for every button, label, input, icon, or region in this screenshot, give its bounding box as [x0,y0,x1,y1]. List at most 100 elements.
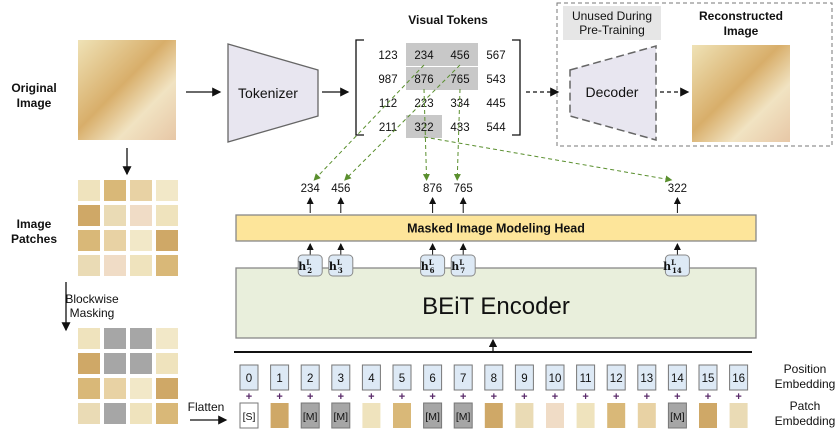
beit-encoder [235,267,757,339]
visual-token: 433 [450,122,469,134]
position-index: 2 [307,373,313,385]
position-embedding-box [423,364,443,391]
masked-patch [130,353,152,374]
predicted-token: 234 [301,183,321,195]
patch-embedding [546,403,564,428]
position-embedding-box [729,364,749,391]
plus-sign: + [368,391,374,403]
position-index: 13 [640,373,653,385]
original-image-label: Original Image [11,81,56,110]
token-highlight [442,43,478,66]
image-patch [104,230,126,251]
image-patch [78,353,100,374]
position-embedding-box [361,364,381,391]
beit-encoder-label: BEiT Encoder [422,293,570,320]
position-embedding-label: Position Embedding [775,362,836,391]
hidden-state-box [450,254,476,277]
hidden-state-label: hL 2 [298,258,312,275]
token-link-arrow [453,88,461,181]
mask-token-patch [331,402,351,429]
token-highlight [406,115,442,138]
patch-embedding [729,403,748,428]
visual-token: 234 [414,50,434,62]
plus-sign: + [338,391,344,403]
visual-token: 544 [486,122,506,134]
mask-token-patch [423,402,443,429]
unused-note [563,6,661,40]
position-index: 1 [276,373,282,385]
visual-token: 211 [379,122,397,134]
position-index: 5 [399,373,405,385]
position-embedding-box [606,364,626,391]
masked-patch [104,328,126,349]
image-patches-label: Image Patches [11,217,57,246]
patch-token-label: [M] [425,411,440,423]
image-patch [156,353,178,374]
left-bracket [355,39,364,136]
image-patch [156,378,178,399]
visual-token: 445 [486,98,505,110]
token-highlight [406,67,442,90]
tokenizer-label: Tokenizer [238,85,298,101]
token-link-arrow [313,64,425,181]
flatten-label: Flatten [188,400,225,414]
position-embedding-box [576,364,596,391]
position-index: 15 [702,373,715,385]
patch-token-label: [M] [456,411,471,423]
position-embedding-box [300,364,320,391]
patch-token-label: [M] [303,411,318,423]
image-patch [78,403,100,424]
plus-sign: + [460,391,466,403]
position-embedding-box [484,364,504,391]
reconstructed-image [692,45,790,142]
right-bracket [512,39,521,136]
image-patch [78,180,100,201]
token-link-arrow [344,64,461,181]
special-token-patch [239,402,259,429]
visual-token: 567 [486,50,505,62]
position-index: 7 [460,373,466,385]
predictions: hL 2 234 hL 3 456 hL 6 876 hL 7 765 hL 14 322 [297,64,690,277]
plus-sign: + [246,391,252,403]
reconstructed-image-label: Reconstructed Image [699,9,783,38]
mask-token-patch [300,402,320,429]
predicted-token: 765 [454,183,473,195]
token-link-arrow [422,88,430,181]
position-embedding-box [239,364,259,391]
plus-sign: + [276,391,282,403]
visual-token: 123 [378,50,397,62]
predicted-token: 876 [423,183,442,195]
position-index: 14 [671,373,684,385]
position-embedding-box [392,364,412,391]
image-patches-grid [78,180,178,276]
image-patch [156,255,178,276]
position-index: 4 [368,373,375,385]
token-highlight [406,43,442,66]
position-embedding-box [667,364,687,391]
image-patch [78,205,100,226]
position-index: 16 [732,373,745,385]
hidden-state-label: hL 14 [663,258,682,275]
decoder-label: Decoder [586,84,639,100]
token-highlight [442,67,478,90]
patch-embedding [637,403,656,428]
image-patch [130,205,152,226]
hidden-state-box [297,254,323,277]
plus-sign: + [582,391,588,403]
plus-sign: + [429,391,435,403]
predicted-token: 456 [331,183,350,195]
patch-embedding [699,403,717,428]
image-patch [130,255,152,276]
visual-token: 987 [378,74,397,86]
position-embedding-box [514,364,534,391]
masked-patch [104,403,126,424]
visual-token: 334 [450,98,470,110]
patch-embedding-label: Patch Embedding [775,399,836,428]
patch-token-label: [M] [334,411,349,423]
plus-sign: + [552,391,558,403]
image-patch [104,378,126,399]
visual-token: 322 [414,122,433,134]
masked-patches-grid [78,328,178,424]
visual-token: 112 [379,98,397,110]
unused-region [556,2,833,147]
